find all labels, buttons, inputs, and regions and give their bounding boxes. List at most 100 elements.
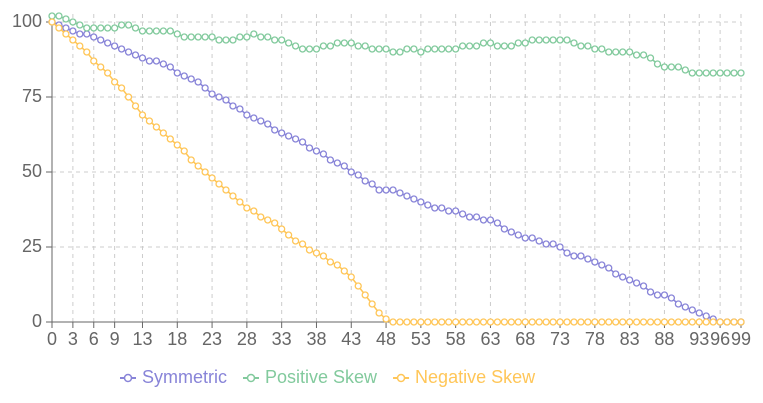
data-point [521, 39, 529, 47]
data-point [431, 45, 439, 53]
data-point [138, 54, 147, 62]
y-tick-label: 100 [12, 11, 42, 31]
data-point [465, 318, 474, 326]
x-tick-label: 88 [654, 329, 674, 349]
x-tick-label: 83 [620, 329, 640, 349]
data-point [556, 243, 564, 251]
data-point [284, 39, 293, 47]
data-point [410, 195, 418, 203]
data-point [424, 45, 432, 53]
data-point [556, 318, 564, 326]
y-tick-label: 75 [22, 86, 42, 106]
data-point [55, 12, 63, 20]
data-point [535, 36, 543, 44]
data-point [702, 69, 710, 77]
data-point [305, 246, 314, 254]
x-tick-label: 99 [731, 329, 751, 349]
data-point [681, 318, 689, 326]
data-point [570, 39, 578, 47]
data-point [445, 318, 453, 326]
data-point [145, 27, 154, 35]
data-point [222, 36, 230, 44]
data-point [528, 318, 536, 326]
data-point [667, 63, 676, 71]
data-point [278, 225, 286, 233]
data-point [201, 168, 209, 176]
data-point [347, 273, 355, 281]
x-tick-label: 3 [68, 329, 78, 349]
data-point [194, 78, 202, 86]
x-tick-label: 93 [689, 329, 709, 349]
data-point [222, 186, 230, 194]
x-tick-label: 78 [585, 329, 605, 349]
data-point [236, 198, 244, 206]
data-point [688, 318, 696, 326]
data-point [90, 33, 98, 41]
x-tick-label: 33 [272, 329, 292, 349]
data-point [69, 27, 77, 35]
y-tick-label: 25 [22, 236, 42, 256]
data-point [431, 204, 439, 212]
data-point [452, 45, 460, 53]
data-point [138, 111, 147, 119]
data-point [598, 318, 606, 326]
data-point [382, 45, 390, 53]
data-point [486, 216, 495, 224]
x-tick-label: 9 [110, 329, 120, 349]
data-point [83, 30, 91, 38]
data-point [264, 120, 272, 128]
data-point [695, 69, 703, 77]
data-point [257, 213, 265, 221]
data-point [438, 45, 446, 53]
data-point [173, 69, 181, 77]
data-point [417, 48, 425, 56]
data-point [187, 75, 195, 83]
data-point [354, 42, 362, 50]
data-point [354, 282, 362, 290]
data-point [271, 36, 279, 44]
data-point [194, 33, 202, 41]
data-point [507, 228, 515, 236]
data-point [375, 309, 383, 317]
data-point [250, 114, 258, 122]
data-point [48, 12, 56, 20]
data-point [632, 51, 641, 59]
data-point [535, 237, 543, 245]
data-point [403, 192, 411, 200]
data-point [319, 252, 328, 260]
data-point [298, 240, 307, 248]
series [48, 18, 745, 326]
data-point [236, 105, 244, 113]
data-point [138, 27, 147, 35]
data-point [396, 189, 404, 197]
data-point [368, 300, 376, 308]
data-point [584, 42, 592, 50]
data-point [69, 36, 77, 44]
data-point [472, 318, 481, 326]
data-point [591, 318, 599, 326]
x-tick-label: 38 [306, 329, 326, 349]
data-point [570, 252, 578, 260]
data-point [90, 24, 98, 32]
data-point [166, 63, 174, 71]
data-point [229, 102, 237, 110]
data-point [152, 123, 161, 131]
data-point [298, 45, 307, 53]
data-point [646, 288, 655, 296]
data-point [549, 318, 557, 326]
data-point [159, 27, 168, 35]
data-point [723, 318, 731, 326]
data-point [465, 42, 474, 50]
legend-label: Positive Skew [265, 367, 378, 387]
data-point [208, 33, 216, 41]
data-point [104, 24, 112, 32]
data-point [229, 192, 237, 200]
data-point [639, 51, 648, 59]
data-point [131, 102, 140, 110]
data-point [612, 270, 620, 278]
data-point [69, 18, 77, 26]
data-point [333, 159, 341, 167]
data-point [62, 30, 70, 38]
